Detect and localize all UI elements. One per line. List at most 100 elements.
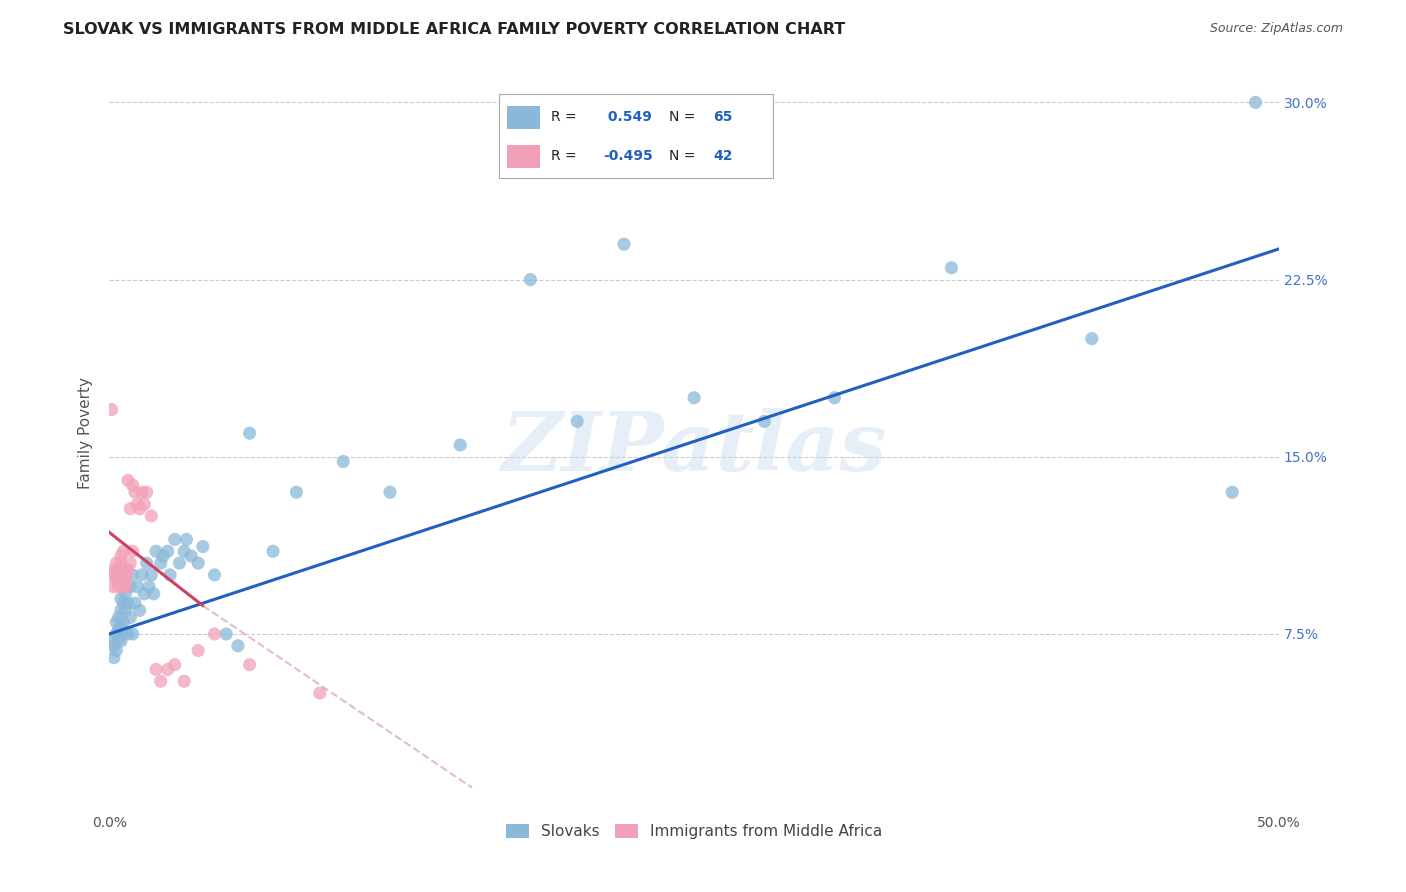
Point: [131, 568, 153, 582]
Point: [824, 391, 846, 405]
Point: [103, 580, 125, 594]
Point: [107, 610, 129, 624]
Point: [112, 563, 135, 577]
Point: [173, 544, 195, 558]
Point: [378, 485, 401, 500]
Point: [114, 587, 136, 601]
Point: [135, 485, 157, 500]
Point: [156, 544, 179, 558]
Point: [103, 563, 125, 577]
Point: [107, 580, 129, 594]
Text: ZIPatlas: ZIPatlas: [502, 409, 887, 488]
Text: 65: 65: [713, 111, 733, 124]
Point: [239, 657, 262, 672]
Point: [117, 627, 139, 641]
Point: [187, 556, 209, 570]
Point: [110, 634, 132, 648]
Point: [121, 568, 143, 582]
Text: N =: N =: [669, 149, 696, 163]
Point: [110, 549, 132, 563]
Point: [156, 662, 179, 676]
Point: [134, 497, 156, 511]
Point: [105, 556, 128, 570]
Point: [145, 662, 167, 676]
Point: [215, 627, 238, 641]
Point: [121, 627, 143, 641]
Bar: [508, 105, 540, 129]
Point: [128, 501, 150, 516]
Point: [141, 508, 163, 523]
Point: [110, 573, 132, 587]
Point: [114, 580, 136, 594]
Point: [613, 237, 636, 252]
Point: [332, 454, 354, 468]
Point: [308, 686, 330, 700]
Point: [100, 402, 122, 417]
Point: [124, 596, 146, 610]
Point: [100, 634, 122, 648]
Point: [103, 650, 125, 665]
Point: [127, 497, 149, 511]
Point: [565, 414, 588, 428]
Point: [941, 260, 963, 275]
Point: [110, 556, 132, 570]
Point: [107, 632, 129, 646]
Point: [149, 674, 172, 689]
Point: [135, 556, 157, 570]
Point: [176, 533, 198, 547]
Point: [112, 544, 135, 558]
Legend: Slovaks, Immigrants from Middle Africa: Slovaks, Immigrants from Middle Africa: [499, 818, 889, 845]
Point: [124, 485, 146, 500]
Point: [163, 657, 186, 672]
Point: [112, 615, 135, 630]
Point: [121, 544, 143, 558]
Point: [110, 591, 132, 606]
Point: [117, 596, 139, 610]
Point: [142, 587, 165, 601]
Text: N =: N =: [669, 111, 696, 124]
Point: [117, 563, 139, 577]
Point: [138, 580, 160, 594]
Point: [226, 639, 249, 653]
Point: [121, 478, 143, 492]
Point: [110, 603, 132, 617]
Point: [120, 556, 142, 570]
Point: [754, 414, 776, 428]
Point: [1081, 332, 1104, 346]
Point: [110, 568, 132, 582]
Point: [169, 556, 191, 570]
Point: [103, 639, 125, 653]
Point: [105, 615, 128, 630]
Point: [100, 568, 122, 582]
Point: [187, 643, 209, 657]
Point: [105, 573, 128, 587]
Text: SLOVAK VS IMMIGRANTS FROM MIDDLE AFRICA FAMILY POVERTY CORRELATION CHART: SLOVAK VS IMMIGRANTS FROM MIDDLE AFRICA …: [63, 22, 845, 37]
Y-axis label: Family Poverty: Family Poverty: [79, 377, 93, 489]
Point: [180, 549, 202, 563]
Point: [114, 573, 136, 587]
Point: [204, 627, 226, 641]
Point: [239, 426, 262, 441]
Point: [134, 587, 156, 601]
Point: [105, 643, 128, 657]
Text: 0.549: 0.549: [603, 111, 652, 124]
Point: [683, 391, 706, 405]
Bar: [508, 145, 540, 169]
Point: [128, 603, 150, 617]
Point: [105, 568, 128, 582]
Point: [114, 603, 136, 617]
Point: [449, 438, 471, 452]
Point: [204, 568, 226, 582]
Point: [112, 624, 135, 639]
Point: [120, 610, 142, 624]
Point: [149, 556, 172, 570]
Point: [1244, 95, 1267, 110]
Point: [110, 620, 132, 634]
Point: [145, 544, 167, 558]
Point: [159, 568, 181, 582]
Point: [112, 596, 135, 610]
Point: [191, 540, 214, 554]
Point: [127, 580, 149, 594]
Point: [112, 568, 135, 582]
Point: [285, 485, 308, 500]
